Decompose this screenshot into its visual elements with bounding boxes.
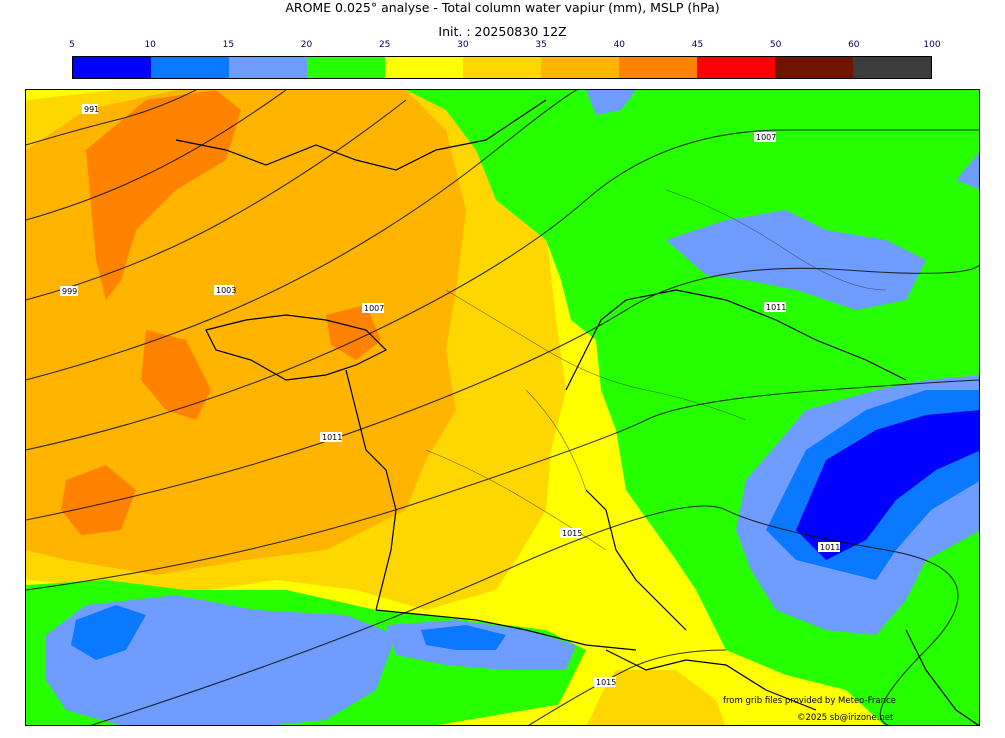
colorbar-cell bbox=[541, 57, 619, 78]
field-lightblue bbox=[666, 210, 926, 310]
colorbar-cell bbox=[697, 57, 775, 78]
colorbar-cell bbox=[229, 57, 307, 78]
isobar-labels: 991 999 1003 1007 1007 1011 1011 1011 10… bbox=[60, 104, 840, 687]
isobar-label: 999 bbox=[62, 287, 77, 296]
colorbar bbox=[72, 56, 932, 79]
colorbar-cell bbox=[307, 57, 385, 78]
colorbar-tick: 60 bbox=[848, 40, 860, 50]
field-blue-south bbox=[421, 625, 506, 650]
field-darkblue bbox=[796, 410, 979, 560]
colorbar-tick: 100 bbox=[923, 40, 941, 50]
colorbar-tick: 40 bbox=[613, 40, 626, 50]
rivers-borders bbox=[425, 189, 887, 551]
isobar-label: 991 bbox=[84, 105, 99, 114]
colorbar-tick: 20 bbox=[300, 40, 313, 50]
isobar-label: 1011 bbox=[766, 303, 786, 312]
isobar-label: 1007 bbox=[364, 304, 384, 313]
colorbar-tick: 50 bbox=[769, 40, 782, 50]
colorbar-tick: 30 bbox=[457, 40, 469, 50]
isobars bbox=[26, 90, 979, 725]
colorbar-tick: 45 bbox=[691, 40, 704, 50]
init-time: Init. : 20250830 12Z bbox=[438, 24, 567, 39]
colorbar-cell bbox=[385, 57, 463, 78]
colorbar-tick: 15 bbox=[222, 40, 235, 50]
colorbar-cell bbox=[619, 57, 697, 78]
coastlines bbox=[175, 99, 979, 725]
colorbar-cell bbox=[463, 57, 541, 78]
colorbar-tick: 35 bbox=[535, 40, 547, 50]
field-orange bbox=[326, 305, 381, 360]
field-lightblue bbox=[586, 90, 636, 115]
colorbar-tick: 25 bbox=[378, 40, 391, 50]
isobar-label: 1003 bbox=[216, 286, 236, 295]
colorbar-cell bbox=[775, 57, 853, 78]
colorbar-cell bbox=[73, 57, 151, 78]
copyright-credit: ©2025 sb@irizone.net bbox=[797, 713, 894, 723]
map-canvas: 991 999 1003 1007 1007 1011 1011 1011 10… bbox=[26, 90, 979, 725]
chart-title: AROME 0.025° analyse - Total column wate… bbox=[285, 0, 720, 15]
field-lightblue bbox=[956, 152, 979, 190]
colorbar-tick: 10 bbox=[144, 40, 156, 50]
colorbar-cell bbox=[853, 57, 931, 78]
colorbar-ticks: 5 10 15 20 25 30 35 40 45 50 60 100 bbox=[69, 40, 940, 54]
field-orange bbox=[141, 330, 211, 420]
field-blue-south bbox=[71, 605, 146, 660]
source-credit: from grib files provided by Meteo-France bbox=[723, 696, 896, 706]
isobar-label: 1015 bbox=[562, 529, 582, 538]
field-orange bbox=[86, 90, 241, 300]
field-gold-southeast bbox=[586, 670, 726, 725]
weather-map: 991 999 1003 1007 1007 1011 1011 1011 10… bbox=[25, 89, 980, 726]
colorbar-tick: 5 bbox=[69, 40, 75, 50]
isobar-label: 1011 bbox=[820, 543, 840, 552]
isobar-label: 1011 bbox=[322, 433, 342, 442]
colorbar-cell bbox=[151, 57, 229, 78]
isobar-label: 1015 bbox=[596, 678, 616, 687]
field-orange bbox=[61, 465, 136, 535]
isobar-label: 1007 bbox=[756, 133, 776, 142]
